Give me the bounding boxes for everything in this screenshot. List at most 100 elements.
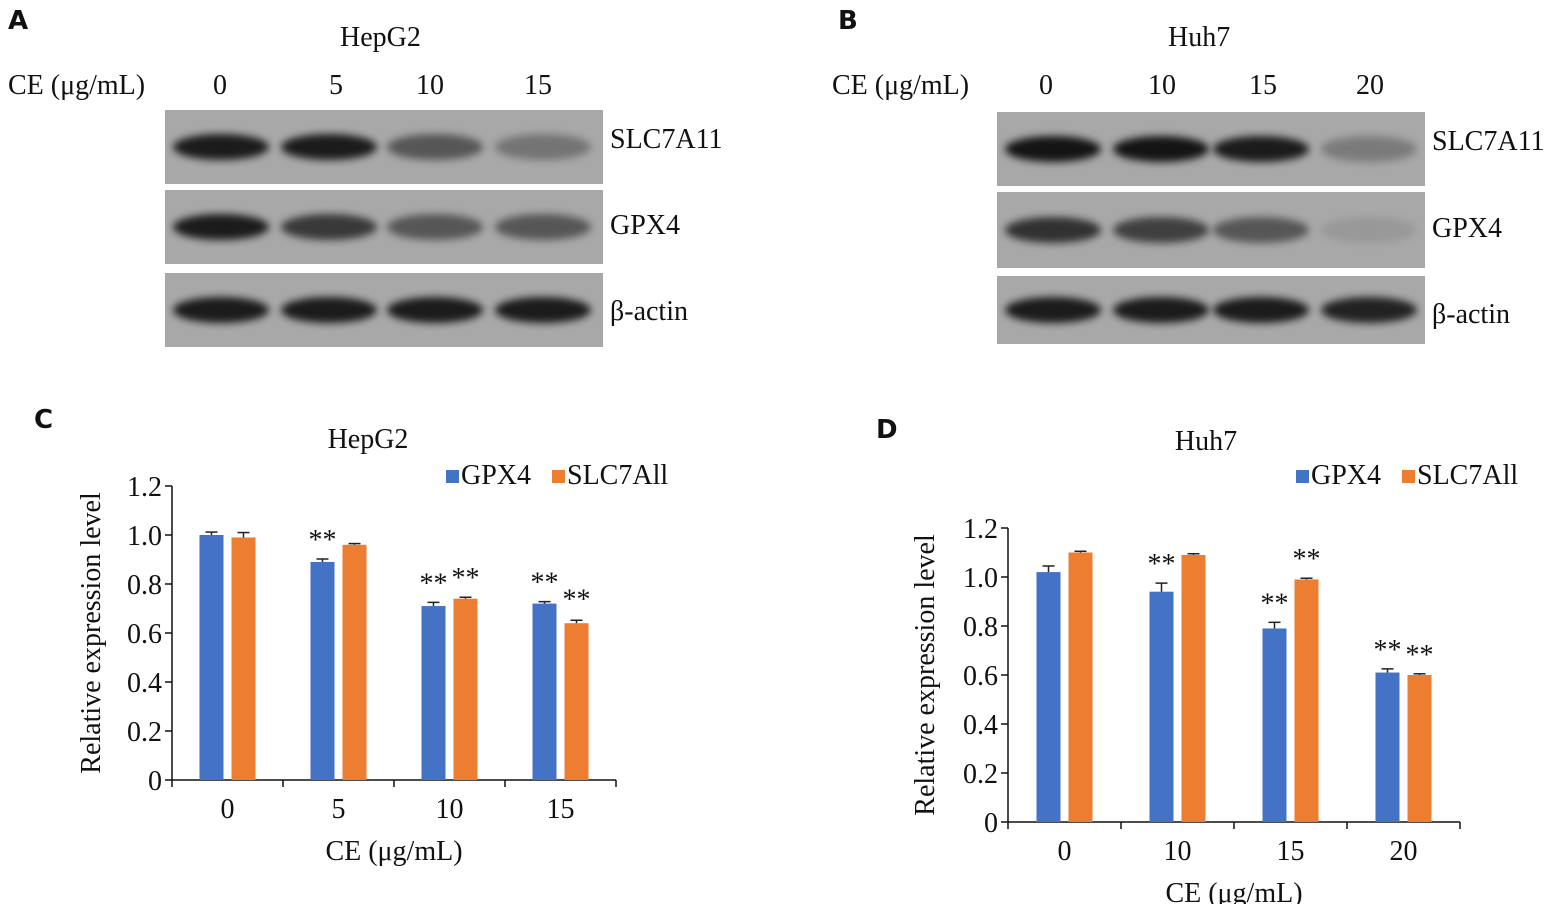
blot-b-dose-1: 10 — [1148, 70, 1176, 101]
blot-band — [1321, 217, 1417, 243]
bar-slc7a11 — [1068, 552, 1093, 822]
blot-band — [1113, 297, 1209, 323]
x-tick-label: 15 — [547, 794, 575, 825]
y-tick-label: 1.2 — [963, 514, 998, 545]
blot-a-dose-2: 10 — [416, 70, 444, 101]
x-tick-label: 15 — [1277, 836, 1305, 867]
legend-swatch-slc7a11 — [552, 470, 565, 483]
blot-band — [1005, 297, 1101, 323]
blot-a-label-slc7a11: SLC7A11 — [610, 124, 723, 155]
bar-slc7a11 — [231, 537, 256, 780]
x-tick-label: 10 — [436, 794, 464, 825]
bar-slc7a11 — [453, 598, 478, 780]
blot-band — [495, 134, 591, 160]
significance-marker: ** — [309, 525, 337, 556]
significance-marker: ** — [531, 568, 559, 599]
x-tick-label: 5 — [332, 794, 346, 825]
blot-b-dose-3: 20 — [1356, 70, 1384, 101]
blot-band — [1321, 136, 1417, 162]
legend-swatch-slc7a11 — [1402, 470, 1415, 483]
x-axis-label: CE (μg/mL) — [1165, 878, 1302, 904]
blot-a-label-actin: β-actin — [610, 296, 688, 327]
blot-band — [173, 134, 269, 160]
significance-marker: ** — [1261, 588, 1289, 619]
blot-b-dose-2: 15 — [1249, 70, 1277, 101]
y-tick-label: 0 — [148, 766, 162, 797]
blot-b-label-actin: β-actin — [1432, 299, 1510, 330]
y-axis-label: Relative expression level — [76, 492, 107, 774]
blot-b-label-slc7a11: SLC7A11 — [1432, 126, 1545, 157]
blot-b-label-gpx4: GPX4 — [1432, 213, 1503, 244]
blot-b-dose-0: 0 — [1039, 70, 1053, 101]
y-tick-label: 1.0 — [963, 563, 998, 594]
blot-b-condition-label: CE (μg/mL) — [832, 70, 970, 101]
blot-a-dose-1: 5 — [329, 70, 343, 101]
significance-marker: ** — [1374, 635, 1402, 666]
bar-slc7a11 — [1181, 554, 1206, 822]
y-tick-label: 0.8 — [127, 570, 162, 601]
y-tick-label: 0.2 — [127, 717, 162, 748]
bar-gpx4 — [1375, 672, 1400, 822]
blot-a-dose-0: 0 — [213, 70, 227, 101]
legend-swatch-gpx4 — [446, 470, 459, 483]
significance-marker: ** — [1293, 544, 1321, 575]
blot-a-label-gpx4: GPX4 — [610, 210, 681, 241]
legend-label: SLC7All — [567, 460, 668, 491]
bar-gpx4 — [199, 535, 224, 780]
bar-gpx4 — [532, 603, 557, 780]
blot-b-cell-line: Huh7 — [1168, 22, 1231, 53]
legend-label: GPX4 — [461, 460, 531, 491]
bar-gpx4 — [1149, 591, 1174, 822]
bar-gpx4 — [1036, 572, 1061, 822]
blot-a-slc7a11-strip — [165, 110, 603, 184]
bar-gpx4 — [421, 606, 446, 780]
blot-band — [1213, 136, 1309, 162]
y-tick-label: 0.6 — [963, 661, 998, 692]
bar-slc7a11 — [1294, 579, 1319, 822]
bar-slc7a11 — [342, 544, 367, 780]
blot-band — [1005, 136, 1101, 162]
y-tick-label: 0.4 — [127, 668, 162, 699]
y-tick-label: 0.6 — [127, 619, 162, 650]
legend-swatch-gpx4 — [1296, 470, 1309, 483]
blot-b-gpx4-strip — [997, 192, 1425, 268]
blot-band — [495, 297, 591, 323]
y-tick-label: 0 — [984, 808, 998, 839]
blot-band — [1005, 217, 1101, 243]
x-tick-label: 0 — [1058, 836, 1072, 867]
significance-marker: ** — [1148, 549, 1176, 580]
blot-band — [1213, 217, 1309, 243]
blot-band — [1113, 136, 1209, 162]
y-tick-label: 1.2 — [127, 472, 162, 503]
blot-b-actin-strip — [997, 276, 1425, 344]
chart-title: HepG2 — [328, 424, 409, 455]
blot-b-slc7a11-strip — [997, 112, 1425, 186]
blot-a-dose-3: 15 — [524, 70, 552, 101]
significance-marker: ** — [452, 563, 480, 594]
bar-slc7a11 — [1407, 675, 1432, 822]
bar-gpx4 — [310, 561, 335, 780]
y-tick-label: 0.4 — [963, 710, 998, 741]
blot-band — [1113, 217, 1209, 243]
panel-letter-c: C — [34, 405, 54, 435]
panel-letter-b: B — [838, 6, 858, 36]
blot-band — [1321, 297, 1417, 323]
x-tick-label: 20 — [1390, 836, 1418, 867]
significance-marker: ** — [420, 568, 448, 599]
bar-gpx4 — [1262, 628, 1287, 822]
blot-a-gpx4-strip — [165, 190, 603, 264]
panel-letter-d: D — [876, 415, 898, 445]
y-tick-label: 0.8 — [963, 612, 998, 643]
blot-a-actin-strip — [165, 273, 603, 347]
blot-a-condition-label: CE (μg/mL) — [8, 70, 146, 101]
blot-band — [387, 134, 483, 160]
blot-a-cell-line: HepG2 — [340, 22, 421, 53]
blot-band — [281, 134, 377, 160]
blot-band — [387, 297, 483, 323]
blot-band — [173, 214, 269, 240]
y-axis-label: Relative expression level — [910, 534, 941, 816]
blot-band — [281, 297, 377, 323]
y-tick-label: 1.0 — [127, 521, 162, 552]
x-axis-label: CE (μg/mL) — [325, 836, 462, 867]
